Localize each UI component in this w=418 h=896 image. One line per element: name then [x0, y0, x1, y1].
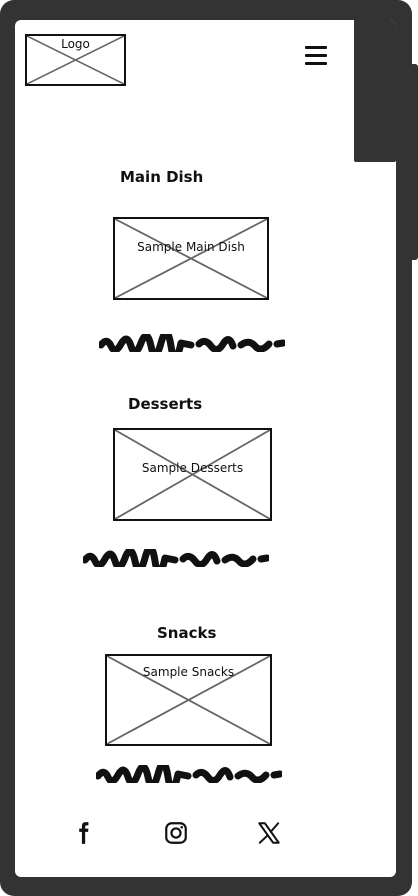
snacks-image[interactable]: Sample Snacks	[105, 654, 272, 746]
instagram-icon[interactable]	[163, 820, 189, 846]
snacks-image-label: Sample Snacks	[142, 665, 235, 679]
desserts-image[interactable]: Sample Desserts	[113, 428, 272, 521]
logo[interactable]: Logo	[25, 34, 126, 86]
main-dish-image-label: Sample Main Dish	[137, 240, 245, 254]
section-title-desserts: Desserts	[128, 395, 203, 413]
hamburger-line	[305, 46, 327, 49]
placeholder-cross	[115, 219, 267, 298]
logo-label: Logo	[61, 37, 90, 51]
hamburger-line	[305, 54, 327, 57]
facebook-icon[interactable]	[70, 820, 96, 846]
text-scribble	[99, 334, 285, 352]
desserts-image-label: Sample Desserts	[141, 461, 244, 475]
scroll-thumb[interactable]	[354, 20, 396, 162]
hamburger-menu-icon[interactable]	[304, 46, 328, 66]
hamburger-line	[305, 62, 327, 65]
main-dish-image[interactable]: Sample Main Dish	[113, 217, 269, 300]
placeholder-cross	[107, 656, 270, 744]
placeholder-cross	[115, 430, 270, 519]
text-scribble	[83, 549, 269, 567]
text-scribble	[96, 765, 282, 783]
device-side-button	[404, 64, 418, 260]
x-icon[interactable]	[256, 820, 282, 846]
section-title-main-dish: Main Dish	[120, 168, 204, 186]
section-title-snacks: Snacks	[157, 624, 217, 642]
placeholder-cross	[27, 36, 124, 84]
phone-screen: Logo Main Dish Sample Main Dish Desserts…	[15, 20, 396, 877]
